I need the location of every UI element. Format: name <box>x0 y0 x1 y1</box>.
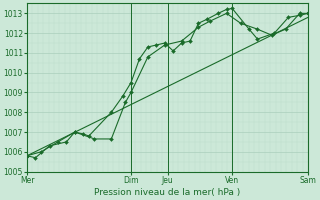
X-axis label: Pression niveau de la mer( hPa ): Pression niveau de la mer( hPa ) <box>94 188 241 197</box>
